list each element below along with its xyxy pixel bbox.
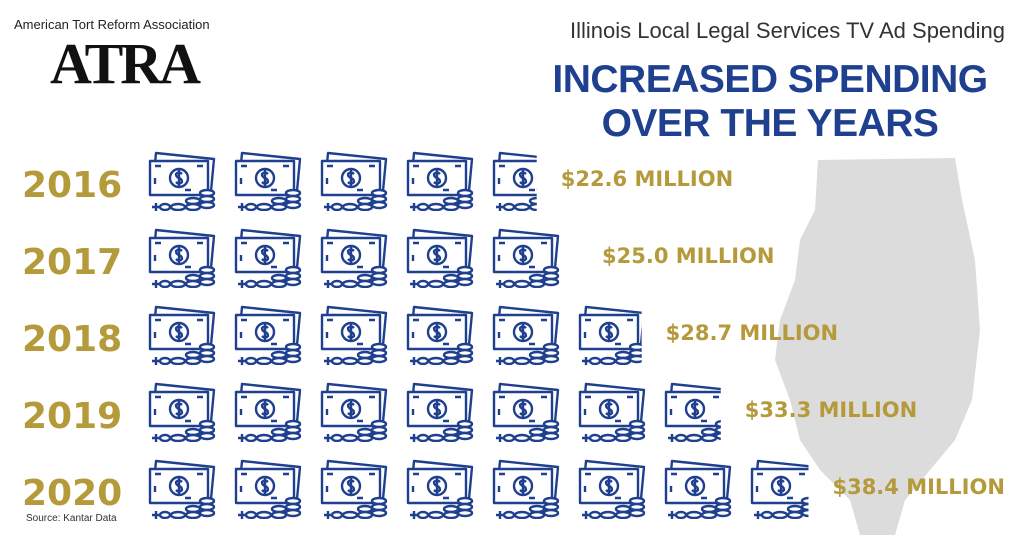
value-label: $33.3 MILLION (745, 398, 917, 422)
value-label: $22.6 MILLION (561, 167, 733, 191)
icon-row (148, 151, 537, 211)
icon-row (148, 382, 721, 442)
organization: American Tort Reform Association (14, 17, 210, 32)
icon-row (148, 228, 560, 288)
chart-title: INCREASED SPENDING OVER THE YEARS (552, 58, 988, 145)
source: Source: Kantar Data (26, 513, 117, 524)
year-label: 2018 (22, 319, 122, 360)
icon-row (148, 459, 809, 519)
year-label: 2016 (22, 165, 122, 206)
illinois-map (775, 158, 980, 535)
supertitle: Illinois Local Legal Services TV Ad Spen… (570, 18, 1005, 43)
year-label: 2017 (22, 242, 122, 283)
year-label: 2019 (22, 396, 122, 437)
icon-row (148, 305, 642, 365)
value-label: $38.4 MILLION (832, 475, 1004, 499)
value-label: $25.0 MILLION (602, 244, 774, 268)
value-label: $28.7 MILLION (666, 321, 838, 345)
logo: ATRA (50, 31, 201, 96)
year-label: 2020 (22, 473, 122, 514)
